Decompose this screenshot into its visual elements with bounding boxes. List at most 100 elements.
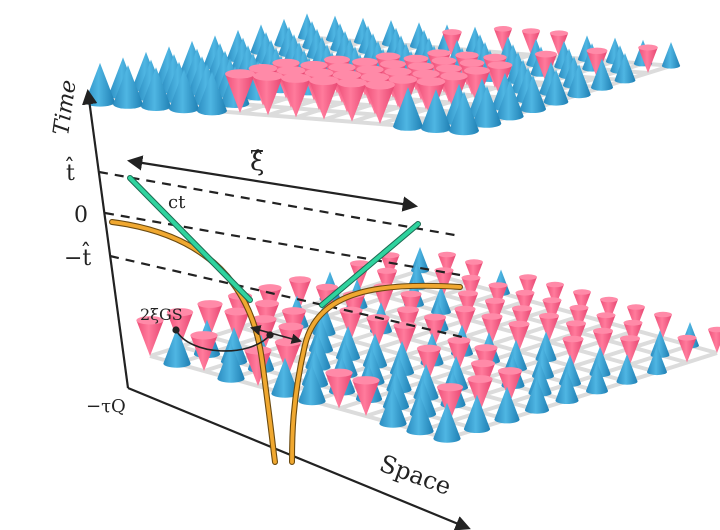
spin-down-cone bbox=[224, 307, 250, 345]
spin-down-cone bbox=[442, 29, 462, 58]
spin-down-cone bbox=[465, 259, 483, 286]
spin-down-cone bbox=[281, 73, 311, 118]
spin-down-cone bbox=[596, 312, 616, 340]
spin-down-cone bbox=[339, 306, 363, 341]
xi-gs-label: 2ξGS bbox=[140, 305, 183, 324]
light-cone-right bbox=[320, 222, 420, 307]
spin-down-cone bbox=[519, 274, 537, 301]
spin-up-cone bbox=[113, 65, 143, 109]
spin-up-cone bbox=[298, 365, 326, 406]
spin-up-cone bbox=[496, 80, 524, 121]
spin-down-cone bbox=[309, 75, 339, 120]
spin-down-cone bbox=[416, 344, 442, 380]
spin-down-cone bbox=[600, 296, 618, 323]
spin-down-cone bbox=[438, 251, 456, 278]
spin-down-cone bbox=[487, 61, 513, 98]
spin-down-cone bbox=[708, 326, 720, 353]
spin-down-cone bbox=[508, 320, 530, 352]
spin-up-cone bbox=[449, 91, 479, 136]
tick-t-hat: t̂ bbox=[66, 157, 75, 186]
space-axis bbox=[127, 386, 471, 530]
final-state-lattice bbox=[85, 13, 681, 136]
spin-up-cone bbox=[141, 67, 171, 111]
spin-up-cone bbox=[585, 362, 609, 395]
spin-up-cone bbox=[472, 86, 502, 128]
spin-up-cone bbox=[197, 71, 227, 116]
time-axis bbox=[82, 88, 130, 389]
light-cone-left bbox=[128, 176, 252, 302]
slice-zero bbox=[104, 211, 461, 277]
tick-minus-t-hat: −t̂ bbox=[64, 242, 91, 271]
spin-up-cone bbox=[661, 42, 681, 69]
spin-down-cone bbox=[538, 312, 560, 342]
spin-down-cone bbox=[493, 26, 513, 53]
spin-down-cone bbox=[190, 331, 218, 371]
spin-down-cone bbox=[549, 30, 569, 57]
spin-up-cone bbox=[616, 353, 638, 385]
xi-hat-label: ξ̂ bbox=[250, 147, 264, 177]
spin-up-cone bbox=[614, 53, 636, 84]
spin-down-cone bbox=[436, 383, 464, 422]
spin-up-cone bbox=[393, 87, 423, 131]
ground-state-correlation-length bbox=[172, 325, 303, 352]
spin-up-cone bbox=[169, 69, 199, 114]
spin-up-cone bbox=[433, 402, 461, 443]
spin-down-cone bbox=[638, 44, 658, 73]
spin-up-cone bbox=[543, 69, 569, 106]
axes bbox=[82, 88, 471, 530]
spin-down-cone bbox=[337, 78, 367, 122]
spin-down-cone bbox=[325, 368, 353, 409]
spin-down-cone bbox=[481, 313, 503, 344]
spin-up-cone bbox=[421, 89, 451, 133]
spin-down-cone bbox=[225, 69, 255, 113]
spin-down-cone bbox=[569, 304, 589, 333]
spin-down-cone bbox=[136, 316, 164, 356]
spin-down-cone bbox=[592, 327, 614, 357]
spin-down-cone bbox=[365, 80, 395, 124]
spin-up-cone bbox=[555, 370, 579, 405]
spin-down-cone bbox=[546, 281, 564, 308]
spin-up-cone bbox=[406, 395, 434, 436]
spin-up-cone bbox=[217, 342, 245, 383]
spin-down-cone bbox=[197, 300, 223, 337]
spin-down-cone bbox=[497, 367, 523, 403]
spin-down-cone bbox=[388, 75, 418, 117]
space-axis-label: Space bbox=[376, 449, 455, 501]
spin-up-cone bbox=[590, 58, 614, 91]
light-cone bbox=[127, 175, 421, 308]
spin-down-cone bbox=[253, 71, 283, 116]
spin-down-cone bbox=[521, 28, 541, 55]
spin-down-cone bbox=[573, 289, 591, 316]
spin-down-cone bbox=[677, 334, 697, 363]
spin-down-cone bbox=[542, 297, 562, 325]
spin-up-cone bbox=[567, 64, 591, 99]
spin-down-cone bbox=[352, 376, 380, 416]
xi-hat-arrow bbox=[126, 155, 419, 212]
spin-down-cone bbox=[654, 311, 672, 338]
tick-zero: 0 bbox=[74, 203, 88, 228]
spin-down-cone bbox=[423, 313, 447, 346]
slice-minus-t-hat bbox=[109, 254, 463, 339]
spin-down-cone bbox=[534, 50, 558, 83]
spin-down-cone bbox=[619, 335, 641, 365]
spin-down-cone bbox=[454, 305, 476, 337]
spin-down-cone bbox=[416, 77, 446, 119]
spin-down-cone bbox=[586, 47, 608, 78]
spin-up-cone bbox=[163, 327, 191, 368]
spin-down-cone bbox=[467, 375, 493, 412]
spin-down-cone bbox=[288, 276, 312, 309]
spin-down-cone bbox=[461, 274, 481, 303]
spin-up-cone bbox=[646, 345, 668, 376]
spin-down-cone bbox=[515, 289, 535, 318]
spin-up-cone bbox=[520, 75, 546, 113]
spin-down-cone bbox=[627, 304, 645, 331]
spin-up-cone bbox=[271, 357, 299, 398]
tick-minus-tau-q: −τQ bbox=[86, 396, 126, 417]
spin-down-cone bbox=[562, 335, 584, 367]
spin-down-cone bbox=[488, 282, 508, 310]
spin-up-cone bbox=[524, 378, 550, 414]
spin-down-cone bbox=[623, 319, 643, 348]
spin-down-cone bbox=[166, 308, 194, 347]
spin-down-cone bbox=[447, 336, 471, 371]
